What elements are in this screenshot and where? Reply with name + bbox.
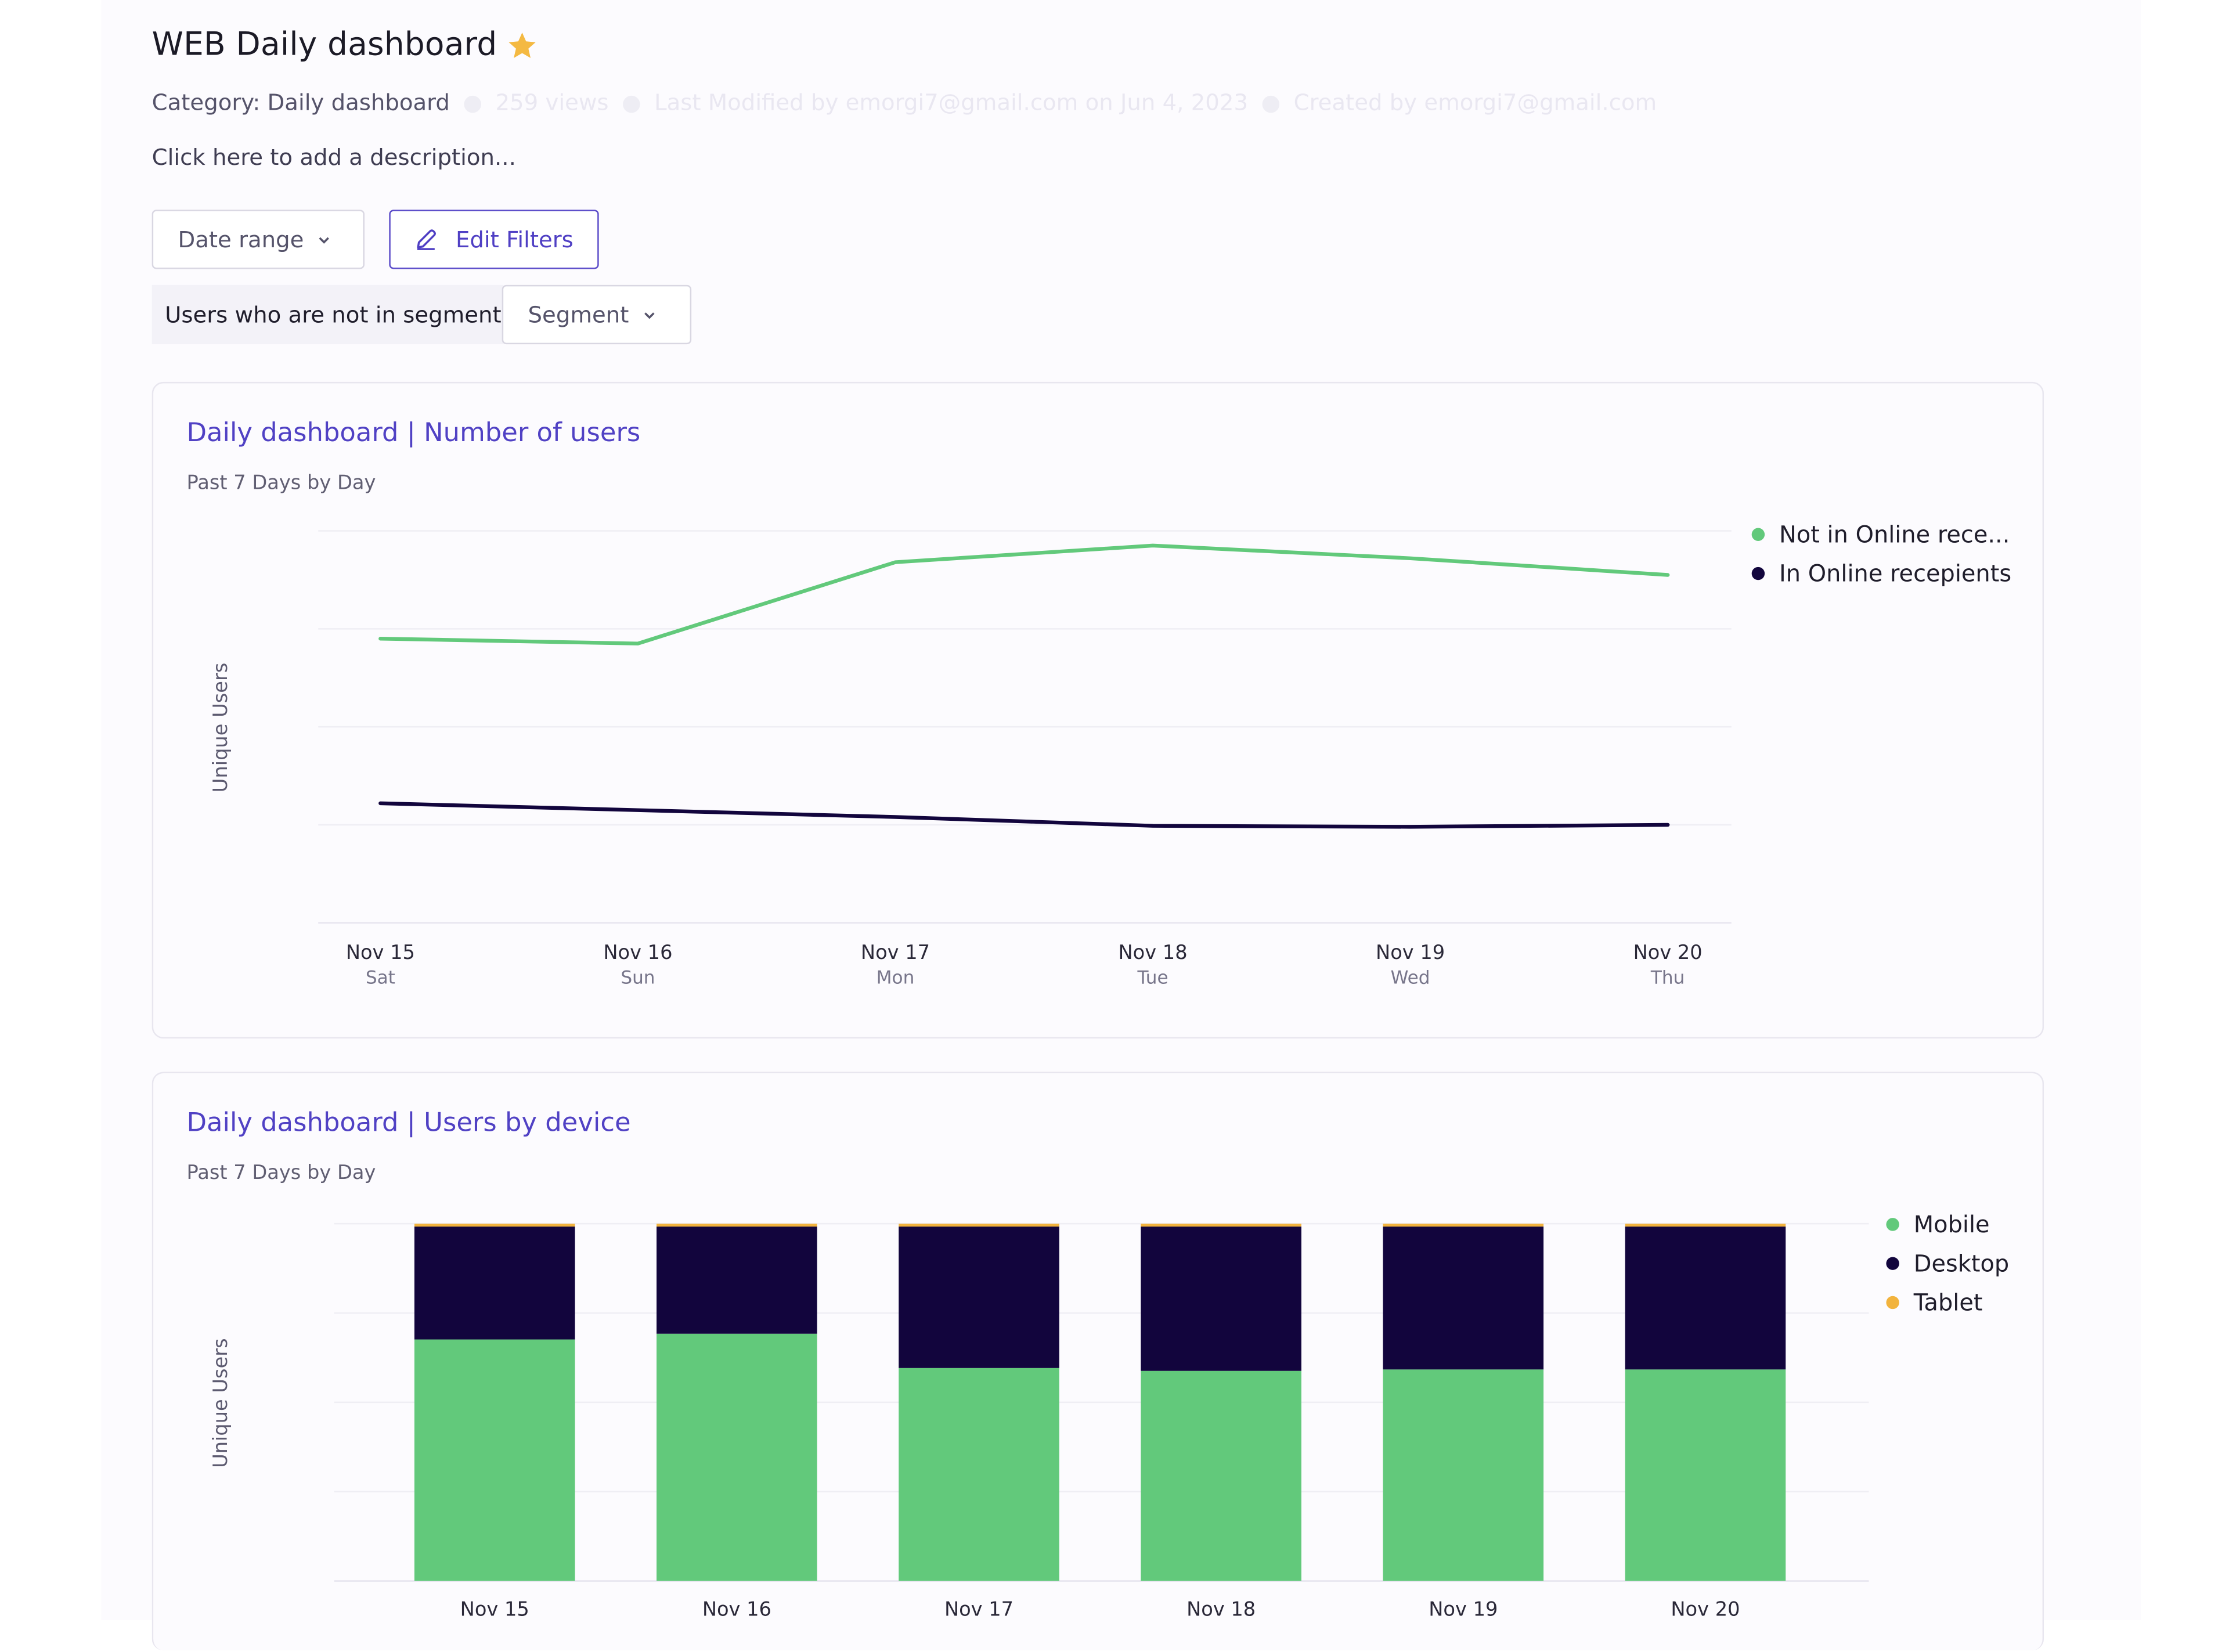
created-by: Created by emorgi7@gmail.com bbox=[1294, 89, 1657, 116]
bar-segment-desktop bbox=[1141, 1227, 1301, 1371]
page-title: WEB Daily dashboard bbox=[152, 27, 497, 63]
x-tick-label: Nov 19 bbox=[1376, 941, 1445, 964]
bar-segment-tablet bbox=[414, 1224, 575, 1227]
x-tick-label: Nov 15 bbox=[460, 1597, 529, 1620]
legend-item[interactable]: Desktop bbox=[1886, 1250, 2009, 1277]
edit-filters-button[interactable]: Edit Filters bbox=[389, 210, 598, 269]
legend-label: Not in Online rece... bbox=[1779, 521, 2010, 548]
bar-segment-desktop bbox=[1383, 1227, 1544, 1369]
bar-segment-desktop bbox=[657, 1227, 817, 1334]
x-tick-sublabel: Sun bbox=[621, 967, 655, 988]
date-range-label: Date range bbox=[178, 226, 304, 253]
meta-separator: ● bbox=[463, 89, 482, 116]
description-field[interactable]: Click here to add a description... bbox=[152, 145, 516, 171]
bar-segment-mobile bbox=[657, 1334, 817, 1581]
chevron-down-icon bbox=[317, 232, 331, 247]
bar-segment-mobile bbox=[899, 1368, 1059, 1581]
x-tick-label: Nov 18 bbox=[1118, 941, 1187, 964]
bar-chart: Nov 15 Nov 16 Nov 17 Nov 18 Nov 19 Nov 20 bbox=[153, 1073, 2042, 1652]
legend-label: Desktop bbox=[1914, 1250, 2009, 1277]
legend-item[interactable]: Tablet bbox=[1886, 1289, 1982, 1316]
x-tick-sublabel: Tue bbox=[1137, 967, 1168, 988]
x-tick-label: Nov 17 bbox=[861, 941, 930, 964]
star-icon[interactable] bbox=[505, 29, 540, 64]
bar-segment-mobile bbox=[1141, 1371, 1301, 1581]
bar-segment-tablet bbox=[899, 1224, 1059, 1227]
legend-swatch bbox=[1752, 528, 1765, 541]
x-tick-sublabel: Mon bbox=[877, 967, 915, 988]
legend-item[interactable]: In Online recepients bbox=[1752, 560, 2011, 587]
legend-label: Mobile bbox=[1914, 1211, 1990, 1238]
legend-label: Tablet bbox=[1914, 1289, 1983, 1316]
chevron-down-icon bbox=[642, 308, 657, 322]
views-count: 259 views bbox=[495, 89, 608, 116]
legend-item[interactable]: Mobile bbox=[1886, 1211, 1989, 1238]
edit-filters-label: Edit Filters bbox=[456, 226, 574, 253]
x-tick-label: Nov 19 bbox=[1429, 1597, 1498, 1620]
x-tick-label: Nov 20 bbox=[1633, 941, 1703, 964]
segment-dropdown-label: Segment bbox=[528, 302, 629, 328]
bar-segment-tablet bbox=[657, 1224, 817, 1227]
x-tick-sublabel: Wed bbox=[1391, 967, 1430, 988]
x-tick-sublabel: Thu bbox=[1650, 967, 1685, 988]
legend-swatch bbox=[1752, 567, 1765, 580]
bar-segment-tablet bbox=[1383, 1224, 1544, 1227]
bar-segment-mobile bbox=[414, 1340, 575, 1581]
category-label: Category: Daily dashboard bbox=[152, 89, 450, 116]
x-tick-sublabel: Sat bbox=[366, 967, 395, 988]
chart-card-users-by-device: Daily dashboard | Users by device Past 7… bbox=[152, 1072, 2044, 1650]
segment-filter: Users who are not in segment bbox=[152, 285, 504, 344]
pencil-icon bbox=[414, 227, 438, 251]
line-chart: Nov 15 Sat Nov 16 Sun Nov 17 Mon Nov 18 Tue Nov … bbox=[153, 383, 2042, 1037]
segment-dropdown[interactable]: Segment bbox=[502, 285, 691, 344]
legend-swatch bbox=[1886, 1296, 1899, 1309]
date-range-button[interactable]: Date range bbox=[152, 210, 365, 269]
bar-segment-desktop bbox=[414, 1227, 575, 1339]
meta-separator: ● bbox=[622, 89, 641, 116]
chart-card-number-of-users: Daily dashboard | Number of users Past 7… bbox=[152, 382, 2044, 1038]
meta-separator: ● bbox=[1261, 89, 1281, 116]
legend-label: In Online recepients bbox=[1779, 560, 2011, 587]
bar-segment-tablet bbox=[1141, 1224, 1301, 1227]
legend-item[interactable]: Not in Online rece... bbox=[1752, 521, 2010, 548]
x-tick-label: Nov 15 bbox=[346, 941, 415, 964]
segment-prefix-label: Users who are not in segment bbox=[165, 302, 502, 328]
bar-segment-tablet bbox=[1625, 1224, 1786, 1227]
legend-swatch bbox=[1886, 1257, 1899, 1269]
dashboard-meta: Category: Daily dashboard ● 259 views ● Last… bbox=[152, 89, 1657, 116]
x-tick-label: Nov 16 bbox=[603, 941, 672, 964]
last-modified: Last Modified by emorgi7@gmail.com on Ju… bbox=[654, 89, 1248, 116]
x-tick-label: Nov 18 bbox=[1186, 1597, 1256, 1620]
bar-segment-desktop bbox=[899, 1227, 1059, 1368]
series-line bbox=[380, 803, 1668, 827]
bar-segment-mobile bbox=[1625, 1369, 1786, 1581]
bar-segment-mobile bbox=[1383, 1369, 1544, 1581]
x-tick-label: Nov 16 bbox=[702, 1597, 771, 1620]
x-tick-label: Nov 20 bbox=[1671, 1597, 1740, 1620]
x-tick-label: Nov 17 bbox=[944, 1597, 1013, 1620]
legend-swatch bbox=[1886, 1218, 1899, 1231]
bar-segment-desktop bbox=[1625, 1227, 1786, 1369]
